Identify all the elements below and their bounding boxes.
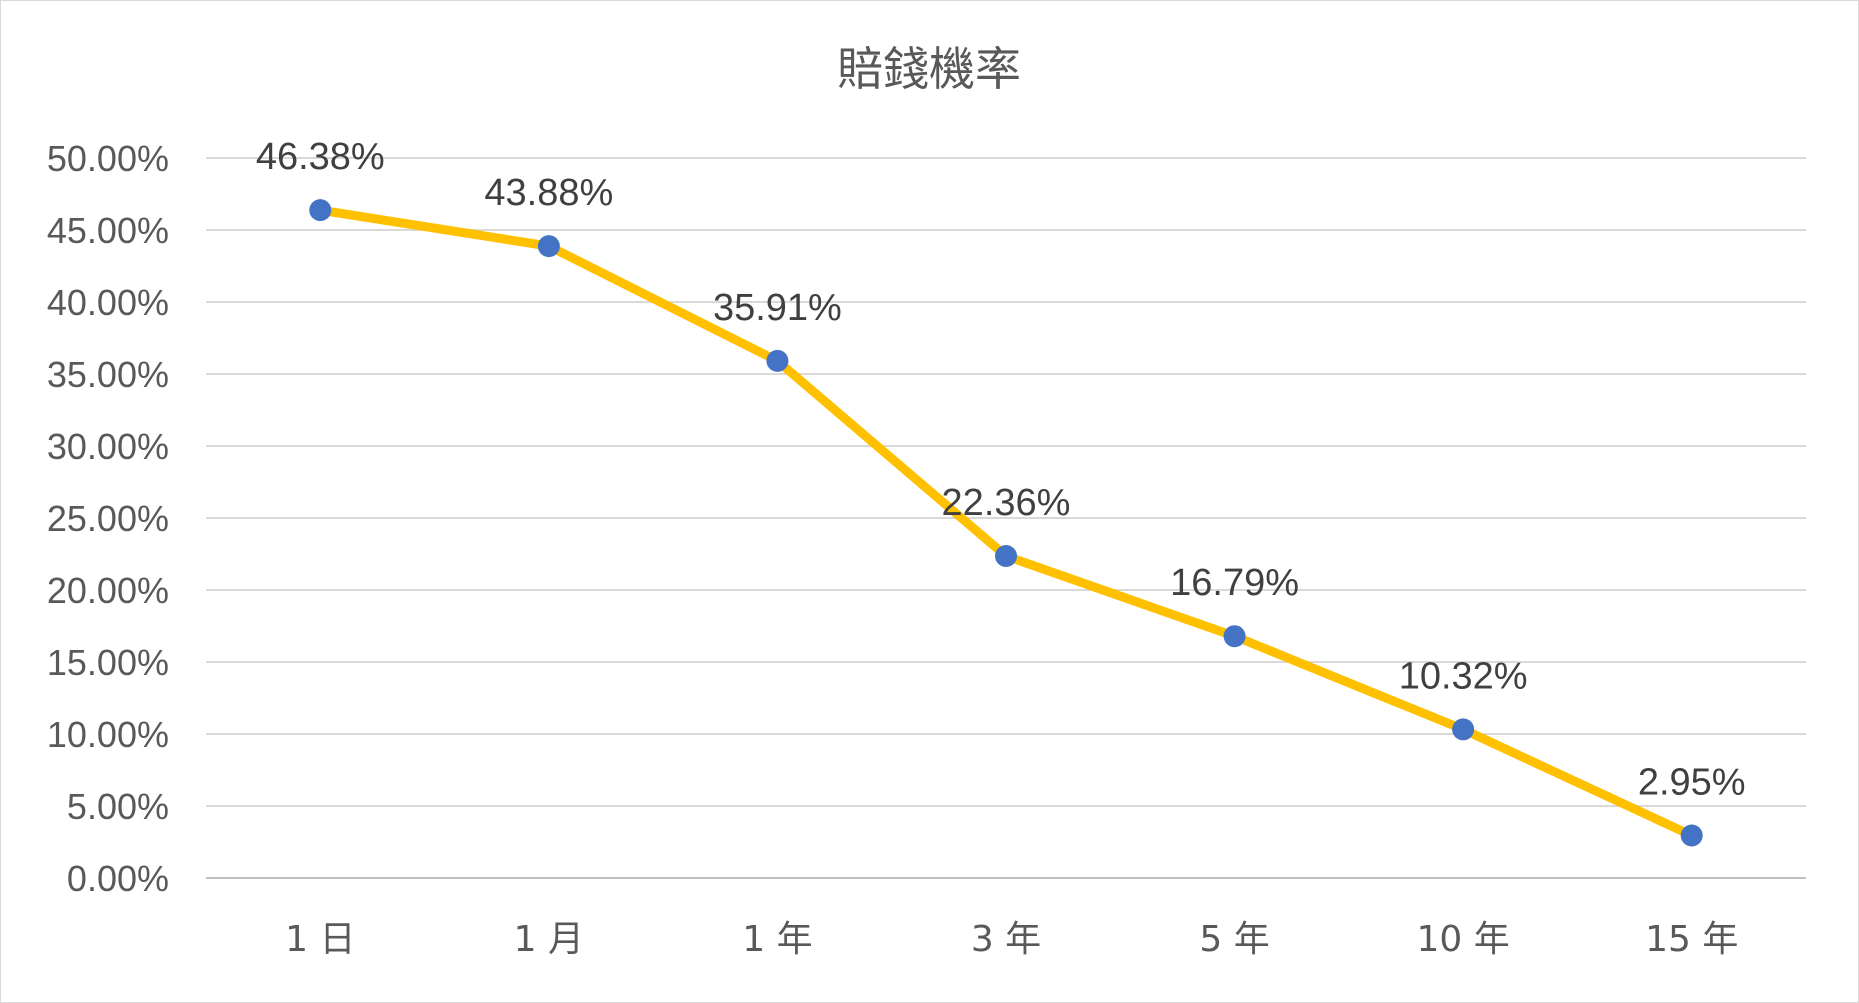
x-category-label: 1 日 bbox=[285, 919, 355, 960]
y-tick-label: 5.00% bbox=[67, 786, 169, 827]
x-category-label: 10 年 bbox=[1417, 919, 1510, 960]
data-point bbox=[1680, 824, 1703, 847]
data-label: 2.95% bbox=[1638, 762, 1746, 804]
y-tick-label: 20.00% bbox=[47, 570, 169, 611]
x-category-label: 3 年 bbox=[971, 919, 1041, 960]
data-point bbox=[1223, 625, 1246, 648]
data-labels: 46.38% 43.88% 35.91% 22.36% 16.79% 10.32% 2.95… bbox=[256, 136, 1746, 803]
data-label: 16.79% bbox=[1170, 562, 1299, 604]
x-category-label: 5 年 bbox=[1199, 919, 1269, 960]
chart-title: 賠錢機率 bbox=[837, 42, 1021, 96]
data-point bbox=[995, 545, 1017, 568]
x-axis-category-labels: 1 日 1 月 1 年 3 年 5 年 10 年 15 年 bbox=[285, 919, 1738, 960]
y-tick-label: 45.00% bbox=[47, 210, 169, 251]
y-tick-label: 40.00% bbox=[47, 282, 169, 323]
y-tick-label: 50.00% bbox=[47, 138, 169, 179]
data-label: 10.32% bbox=[1399, 655, 1528, 697]
x-category-label: 1 年 bbox=[742, 919, 812, 960]
data-point bbox=[537, 235, 560, 258]
y-tick-label: 35.00% bbox=[47, 354, 169, 395]
data-label: 46.38% bbox=[256, 136, 385, 178]
y-tick-label: 30.00% bbox=[47, 426, 169, 467]
x-category-label: 15 年 bbox=[1645, 919, 1738, 960]
y-tick-label: 0.00% bbox=[67, 858, 169, 899]
data-point bbox=[766, 349, 789, 372]
data-point bbox=[309, 199, 332, 222]
y-tick-label: 25.00% bbox=[47, 498, 169, 539]
y-tick-label: 15.00% bbox=[47, 642, 169, 683]
data-label: 35.91% bbox=[713, 287, 842, 329]
y-tick-label: 10.00% bbox=[47, 714, 169, 755]
x-category-label: 1 月 bbox=[514, 919, 584, 960]
y-axis-tick-labels: 0.00% 5.00% 10.00% 15.00% 20.00% 25.00% 30.00%… bbox=[47, 138, 169, 899]
data-label: 22.36% bbox=[942, 482, 1071, 524]
data-markers bbox=[309, 199, 1703, 847]
data-point bbox=[1452, 718, 1475, 741]
data-label: 43.88% bbox=[484, 172, 613, 214]
gridlines bbox=[206, 157, 1806, 879]
